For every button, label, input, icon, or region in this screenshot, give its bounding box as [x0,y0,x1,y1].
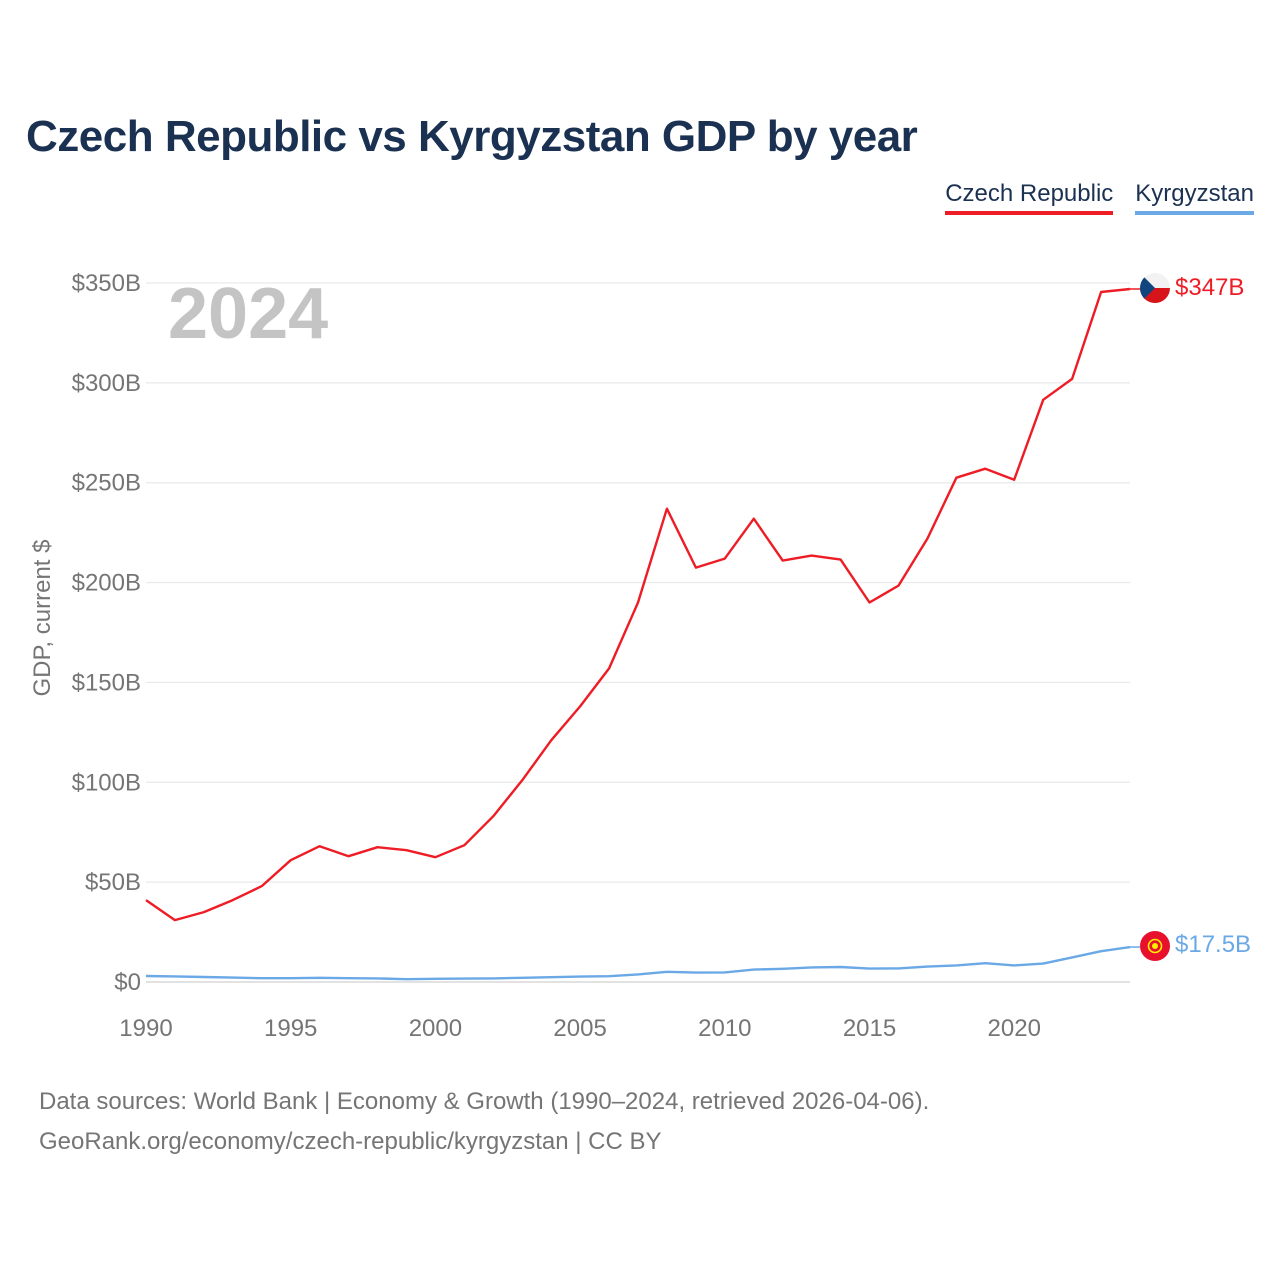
series-lines [145,287,1140,981]
kyrgyzstan-end-value-label: $17.5B [1175,931,1251,958]
x-tick-label: 2020 [988,1015,1041,1042]
y-tick-label: $0 [114,969,141,996]
legend-item-kyrgyzstan[interactable]: Kyrgyzstan [1135,180,1254,215]
legend-item-czech-republic[interactable]: Czech Republic [945,180,1114,215]
y-axis-label: GDP, current $ [29,540,56,697]
data-source-note: Data sources: World Bank | Economy & Gro… [39,1088,930,1115]
year-watermark: 2024 [168,274,328,354]
source-link[interactable]: GeoRank.org/economy/czech-republic/kyrgy… [39,1128,662,1155]
y-tick-label: $200B [72,570,141,597]
grid-lines [146,282,1130,983]
chart-title: Czech Republic vs Kyrgyzstan GDP by year [26,112,918,161]
x-tick-label: 2010 [698,1015,751,1042]
x-tick-label: 2000 [409,1015,462,1042]
y-tick-label: $250B [72,470,141,497]
y-tick-label: $100B [72,769,141,796]
series-line-czech-republic[interactable] [145,287,1131,922]
series-line-kyrgyzstan[interactable] [145,945,1131,981]
czech-flag-icon [1140,273,1170,303]
x-tick-label: 2005 [553,1015,606,1042]
x-axis-ticks: 1990 1995 2000 2005 2010 2015 2020 [119,1015,1041,1042]
y-tick-label: $300B [72,370,141,397]
footer: Data sources: World Bank | Economy & Gro… [39,1082,929,1162]
y-tick-label: $150B [72,669,141,696]
czech-republic-end-value-label: $347B [1175,274,1244,301]
x-tick-label: 1990 [119,1015,172,1042]
y-tick-label: $50B [85,869,141,896]
x-tick-label: 2015 [843,1015,896,1042]
gdp-line-chart: $0 $50B $100B $150B $200B $250B $300B $350B 199… [29,270,1251,1042]
legend: Czech Republic Kyrgyzstan [945,180,1254,215]
y-axis-ticks: $0 $50B $100B $150B $200B $250B $300B $350B [72,270,141,996]
kyrgyzstan-flag-icon [1140,931,1170,961]
y-tick-label: $350B [72,270,141,297]
x-tick-label: 1995 [264,1015,317,1042]
